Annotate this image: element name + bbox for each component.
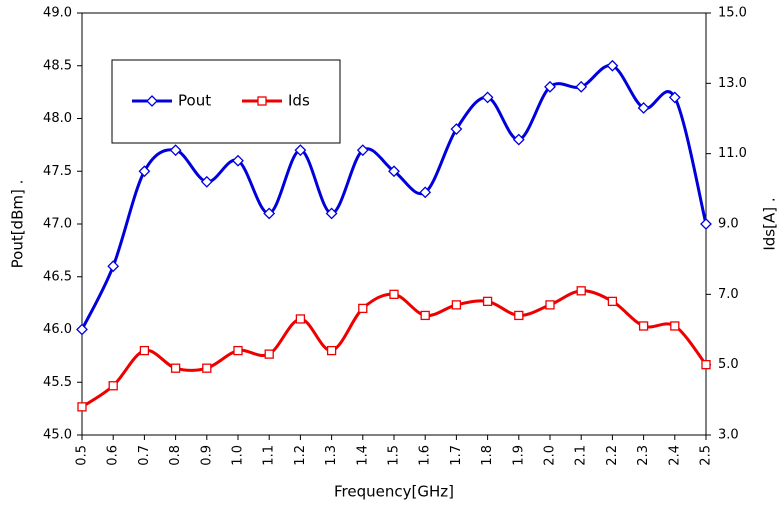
y-tick-label: 47.0 xyxy=(43,217,72,232)
data-point xyxy=(388,165,400,178)
y-tick-label: 46.0 xyxy=(43,322,72,337)
legend-label: Ids xyxy=(288,92,310,110)
data-point xyxy=(233,345,243,356)
y2-tick-label: 13.0 xyxy=(718,76,747,91)
y2-tick-label: 5.0 xyxy=(718,357,739,372)
y-tick-label: 46.5 xyxy=(43,269,72,284)
y2-axis-title: Ids[A] . xyxy=(761,197,779,250)
y2-tick-label: 11.0 xyxy=(718,146,747,161)
y-tick-label: 47.5 xyxy=(43,164,72,179)
data-point xyxy=(264,349,274,359)
x-tick-label: 1.4 xyxy=(355,445,370,466)
data-point xyxy=(170,363,181,373)
data-point xyxy=(575,80,588,93)
x-tick-label: 1.5 xyxy=(387,445,402,466)
y2-tick-label: 9.0 xyxy=(718,217,739,232)
x-tick-label: 1.1 xyxy=(262,445,277,466)
y-tick-label: 45.0 xyxy=(43,428,72,443)
x-tick-label: 0.8 xyxy=(168,445,183,466)
x-tick-label: 2.1 xyxy=(574,445,589,466)
y-tick-label: 48.0 xyxy=(43,111,72,126)
x-tick-label: 2.2 xyxy=(605,445,620,466)
data-point xyxy=(389,289,399,299)
y-tick-label: 49.0 xyxy=(43,6,72,21)
x-tick-label: 1.2 xyxy=(293,445,308,466)
data-point xyxy=(701,360,711,370)
data-point xyxy=(606,59,619,72)
data-point xyxy=(668,91,681,104)
data-point xyxy=(670,321,680,331)
data-point xyxy=(419,186,432,199)
x-tick-label: 0.9 xyxy=(199,445,214,466)
x-axis-title: Frequency[GHz] xyxy=(334,483,454,501)
data-point xyxy=(169,144,182,157)
x-tick-label: 2.0 xyxy=(543,445,558,466)
data-point xyxy=(700,218,712,230)
x-tick-label: 2.4 xyxy=(667,445,682,466)
data-point xyxy=(294,144,307,157)
y2-tick-label: 7.0 xyxy=(718,287,739,302)
y-tick-label: 45.5 xyxy=(43,375,72,390)
data-point xyxy=(637,102,650,114)
data-point xyxy=(138,165,151,178)
data-point xyxy=(545,300,555,310)
data-point xyxy=(108,381,118,391)
y-axis-title: Pout[dBm] . xyxy=(9,180,27,269)
data-point xyxy=(107,260,120,273)
x-tick-label: 1.0 xyxy=(231,445,246,466)
data-point xyxy=(638,321,649,331)
data-point xyxy=(202,363,212,373)
legend-marker xyxy=(146,95,158,107)
data-point xyxy=(77,402,87,412)
x-tick-label: 1.6 xyxy=(418,445,433,466)
data-point xyxy=(232,154,244,167)
legend-marker xyxy=(257,96,267,106)
data-point xyxy=(514,310,524,321)
data-point xyxy=(325,207,338,220)
data-point xyxy=(481,91,494,104)
data-point xyxy=(451,300,462,310)
data-point xyxy=(512,133,525,146)
x-tick-label: 2.5 xyxy=(699,445,714,466)
x-tick-label: 1.7 xyxy=(449,445,464,466)
y-tick-label: 48.5 xyxy=(43,58,72,73)
data-point xyxy=(358,303,368,314)
data-point xyxy=(544,80,556,93)
x-tick-label: 1.3 xyxy=(324,445,339,466)
x-tick-label: 1.9 xyxy=(511,445,526,466)
data-point xyxy=(139,345,150,356)
data-point xyxy=(482,296,493,307)
data-point xyxy=(326,345,337,356)
data-point xyxy=(200,175,213,188)
x-tick-label: 2.3 xyxy=(636,445,651,466)
data-point xyxy=(295,314,306,324)
x-tick-label: 0.6 xyxy=(106,445,121,466)
data-point xyxy=(450,123,463,135)
x-tick-label: 0.5 xyxy=(75,445,90,466)
legend-label: Pout xyxy=(178,92,211,110)
y2-tick-label: 3.0 xyxy=(718,428,739,443)
x-tick-label: 0.7 xyxy=(137,445,152,466)
data-point xyxy=(76,323,88,336)
y2-tick-label: 15.0 xyxy=(718,6,747,21)
data-point xyxy=(356,144,369,157)
data-point xyxy=(607,296,618,307)
x-tick-label: 1.8 xyxy=(480,445,495,466)
data-point xyxy=(263,207,276,220)
series-line xyxy=(81,289,708,409)
data-point xyxy=(420,310,430,321)
data-point xyxy=(576,286,586,296)
